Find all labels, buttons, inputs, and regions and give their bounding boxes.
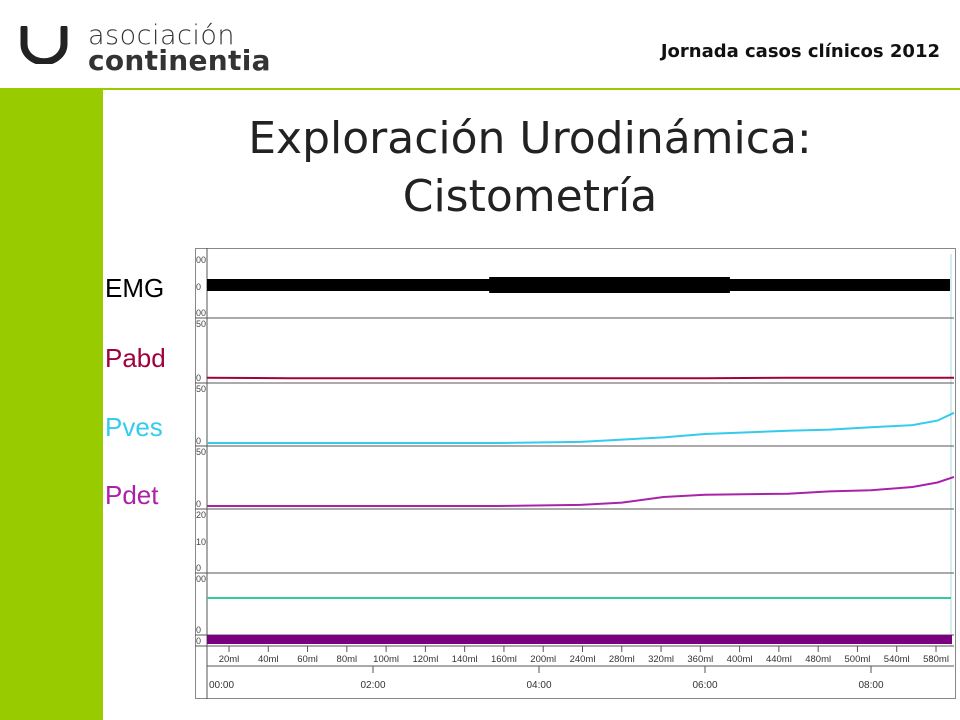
logo-line1: asociación xyxy=(88,20,236,51)
volume-tick-label: 200ml xyxy=(530,654,556,665)
volume-tick-label: 320ml xyxy=(648,654,674,665)
volume-tick-label: 100ml xyxy=(373,654,399,665)
scale-label: 10 xyxy=(196,537,206,547)
title-line1: Exploración Urodinámica: xyxy=(248,113,812,164)
chart-frame xyxy=(195,248,956,699)
slide-title: Exploración Urodinámica: Cistometría xyxy=(110,110,950,226)
volume-tick-label: 440ml xyxy=(766,654,792,665)
header-divider xyxy=(0,88,960,90)
volume-tick-label: 40ml xyxy=(258,654,279,665)
scale-label: 0 xyxy=(196,436,201,446)
volume-tick-label: 540ml xyxy=(884,654,910,665)
scale-label: 0 xyxy=(196,499,201,509)
volume-tick-label: 80ml xyxy=(337,654,358,665)
scale-label: 0 xyxy=(196,563,201,573)
volume-tick-label: 580ml xyxy=(923,654,949,665)
volume-tick-label: 160ml xyxy=(491,654,517,665)
channel-label-pves: Pves xyxy=(105,412,163,442)
scale-label: 50 xyxy=(196,319,206,329)
scale-label: 0 xyxy=(196,625,201,635)
scale-label: 50 xyxy=(196,384,206,394)
series-line-pabd xyxy=(206,376,954,380)
channel-label-pabd: Pabd xyxy=(105,343,166,373)
channel-label-emg: EMG xyxy=(105,273,165,303)
volume-tick-label: 60ml xyxy=(297,654,318,665)
emg-trace-dense xyxy=(489,277,730,293)
logo-u-icon xyxy=(20,26,68,64)
volume-tick-label: 280ml xyxy=(609,654,635,665)
scale-label: 0 xyxy=(196,373,201,383)
scale-label: 00 xyxy=(196,574,206,584)
time-tick-label: 06:00 xyxy=(692,680,717,691)
title-line2: Cistometría xyxy=(402,171,658,222)
volume-tick-label: 20ml xyxy=(219,654,240,665)
volume-tick-label: 500ml xyxy=(845,654,871,665)
event-bar xyxy=(207,635,952,644)
scale-label: 20 xyxy=(196,510,206,520)
volume-tick-label: 240ml xyxy=(570,654,596,665)
time-tick-label: 02:00 xyxy=(360,680,385,691)
event-title: Jornada casos clínicos 2012 xyxy=(660,41,940,62)
logo: asociación continentia xyxy=(20,18,280,77)
scale-label: 0 xyxy=(196,282,201,292)
channel-label-pdet: Pdet xyxy=(105,480,159,510)
scale-label: 00 xyxy=(196,308,206,318)
series-line-pdet xyxy=(207,475,955,507)
logo-line2: continentia xyxy=(88,44,271,77)
scale-label: 0 xyxy=(196,636,201,646)
time-tick-label: 00:00 xyxy=(209,680,234,691)
volume-tick-label: 480ml xyxy=(805,654,831,665)
time-tick-label: 08:00 xyxy=(858,680,883,691)
volume-tick-label: 140ml xyxy=(452,654,478,665)
scale-label: 50 xyxy=(196,447,206,457)
time-tick-label: 04:00 xyxy=(526,680,551,691)
series-line-pves xyxy=(207,411,955,444)
scale-label: 00 xyxy=(196,255,206,265)
volume-tick-label: 360ml xyxy=(687,654,713,665)
volume-tick-label: 400ml xyxy=(727,654,753,665)
brand-side-bar xyxy=(0,90,103,720)
volume-tick-label: 120ml xyxy=(412,654,438,665)
